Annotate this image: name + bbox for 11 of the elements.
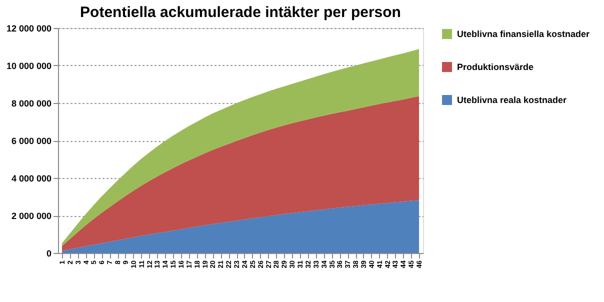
legend-label: Uteblivna reala kostnader [457,95,568,105]
legend-label: Produktionsvärde [457,62,534,72]
y-tick-label: 4 000 000 [11,174,52,184]
y-tick-label: 6 000 000 [11,136,52,146]
chart-title: Potentiella ackumulerade intäkter per person [80,4,401,21]
y-tick-label: 8 000 000 [11,98,52,108]
y-tick-label: 10 000 000 [6,61,52,71]
y-tick-label: 0 [46,248,52,258]
legend-label: Uteblivna finansiella kostnader [457,29,590,39]
y-tick-label: 2 000 000 [11,211,52,221]
y-tick-label: 12 000 000 [6,24,52,34]
